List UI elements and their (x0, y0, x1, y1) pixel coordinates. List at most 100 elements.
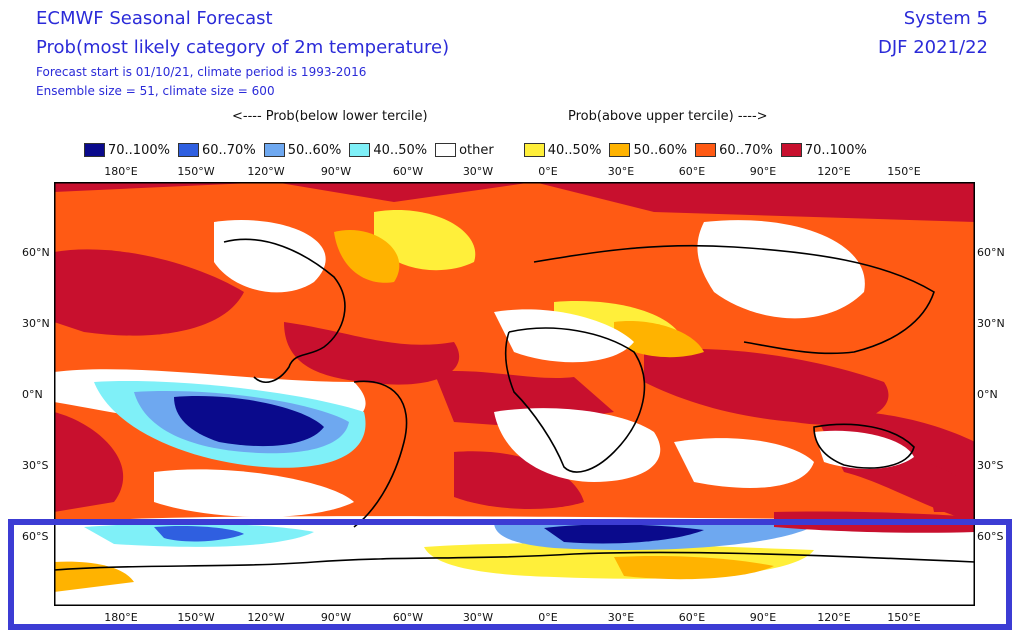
legend-item: 40..50% (349, 143, 427, 158)
lon-tick-label: 60°W (392, 165, 424, 178)
legend-item: 40..50% (523, 142, 602, 158)
lon-tick-label: 60°E (678, 611, 706, 624)
lon-tick-label: 0°E (538, 165, 558, 178)
legend-item: 50..60% (609, 143, 687, 158)
region-red (54, 249, 244, 336)
legend-swatch (349, 143, 371, 157)
legend-swatch (780, 143, 802, 157)
legend-label: 70..100% (804, 142, 867, 158)
coast-eurasia (533, 244, 935, 355)
lon-tick-label: 30°E (607, 611, 635, 624)
southern-ocean-highlight-box (8, 519, 1012, 630)
coast-north-america (223, 238, 346, 383)
lon-tick-label: 150°E (887, 611, 921, 624)
lon-tick-label: 90°E (749, 165, 777, 178)
lon-tick-label: 150°W (177, 165, 215, 178)
lat-tick-label: 30°N (22, 317, 50, 330)
lon-tick-label: 150°E (887, 165, 921, 178)
lon-tick-label: 30°E (607, 165, 635, 178)
lon-tick-label: 120°W (247, 165, 285, 178)
legend-item: 70..100% (780, 142, 867, 158)
legend-swatch (695, 143, 717, 157)
lon-tick-label: 150°W (177, 611, 215, 624)
coast-antarctica (54, 551, 975, 571)
lat-tick-label: 60°S (977, 530, 1004, 543)
lon-tick-label: 30°W (462, 611, 494, 624)
region-red (644, 348, 889, 425)
legend-swatch (177, 143, 199, 157)
coast-south-america (353, 380, 408, 528)
lon-tick-label: 30°W (462, 165, 494, 178)
lon-tick-label: 90°W (320, 165, 352, 178)
lat-tick-label: 0°N (22, 388, 43, 401)
lat-tick-label: 30°S (22, 459, 49, 472)
region-white (494, 309, 634, 363)
lon-tick-label: 120°E (817, 165, 851, 178)
lat-tick-label: 60°S (22, 530, 49, 543)
region-orange (614, 556, 774, 580)
lon-tick-label: 0°E (538, 611, 558, 624)
above-tercile-label: Prob(above upper tercile) ----> (568, 109, 768, 124)
region-darkblue (174, 396, 324, 447)
legend-label: 60..70% (719, 142, 773, 158)
lon-tick-label: 120°E (817, 611, 851, 624)
longitude-axis-top: 180°E 150°W 120°W 90°W 60°W 30°W 0°E 30°… (0, 165, 1024, 179)
legend-item: 70..100% (84, 143, 170, 158)
region-orange (334, 230, 400, 283)
lat-tick-label: 30°N (977, 317, 1005, 330)
region-white (697, 220, 865, 319)
legend-swatch (435, 143, 457, 157)
region-darkblue (544, 524, 704, 544)
region-red (54, 412, 124, 512)
lon-tick-label: 90°E (749, 611, 777, 624)
lon-tick-label: 60°E (678, 165, 706, 178)
legend-swatch (523, 143, 545, 157)
region-red (454, 451, 584, 509)
region-white (814, 430, 914, 469)
season-label: DJF 2021/22 (877, 37, 988, 58)
legend-label: 40..50% (373, 142, 428, 158)
legend-label: other (459, 142, 494, 158)
legend-swatch (84, 143, 105, 157)
legend-item: 60..70% (695, 143, 773, 158)
ensemble-info: Ensemble size = 51, climate size = 600 (36, 84, 275, 98)
region-white (674, 438, 814, 488)
legend-item: 60..70% (177, 142, 256, 158)
lat-tick-label: 60°N (977, 246, 1005, 259)
lat-tick-label: 30°S (977, 459, 1004, 472)
legend-item: 50..60% (263, 143, 341, 158)
coastlines (54, 238, 975, 571)
legend-label: 70..100% (108, 142, 170, 158)
legend-label: 40..50% (547, 142, 602, 158)
forecast-start-info: Forecast start is 01/10/21, climate peri… (36, 65, 367, 79)
forecast-subtitle: Prob(most likely category of 2m temperat… (36, 37, 450, 58)
longitude-axis-bottom: 180°E 150°W 120°W 90°W 60°W 30°W 0°E 30°… (0, 611, 1024, 625)
legend-swatch (609, 143, 631, 157)
region-white (154, 469, 354, 517)
region-blue (154, 525, 244, 542)
map-frame (54, 182, 975, 606)
legend-item: other (435, 143, 494, 158)
legend-label: 50..60% (633, 142, 688, 158)
forecast-title: ECMWF Seasonal Forecast (36, 8, 273, 29)
lon-tick-label: 180°E (104, 165, 138, 178)
region-red (54, 182, 975, 222)
system-label: System 5 (903, 8, 988, 29)
legend-swatch (263, 143, 285, 157)
region-white (494, 408, 661, 482)
region-white (214, 220, 326, 293)
probability-legend: 70..100% 60..70% 50..60% 40..50% other 4… (84, 141, 875, 159)
lon-tick-label: 120°W (247, 611, 285, 624)
lon-tick-label: 180°E (104, 611, 138, 624)
region-red (924, 462, 975, 512)
forecast-map (54, 182, 975, 606)
lat-tick-label: 60°N (22, 246, 50, 259)
lat-tick-label: 0°N (977, 388, 998, 401)
region-red (284, 322, 460, 385)
lon-tick-label: 60°W (392, 611, 424, 624)
coast-africa (504, 327, 646, 473)
below-tercile-label: <---- Prob(below lower tercile) (232, 109, 428, 124)
coast-australia (813, 423, 915, 469)
region-orange (614, 321, 704, 358)
legend-label: 60..70% (201, 142, 256, 158)
